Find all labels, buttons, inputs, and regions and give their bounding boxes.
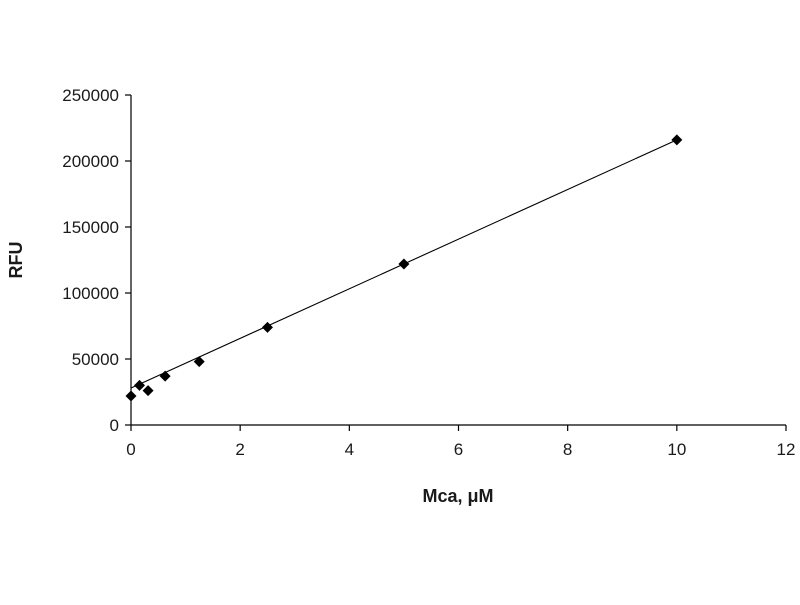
x-tick-label: 4 [345, 440, 354, 459]
x-tick-label: 12 [777, 440, 796, 459]
x-axis-title: Mca, μM [422, 486, 493, 506]
y-tick-label: 150000 [62, 218, 119, 237]
ticks: 0 50000 100000 150000 200000 250000 0 2 4 6 8 10 12 [62, 86, 795, 459]
y-tick-label: 100000 [62, 284, 119, 303]
x-tick-label: 8 [563, 440, 572, 459]
y-tick-label: 50000 [72, 350, 119, 369]
data-point [261, 321, 273, 333]
data-point [142, 385, 154, 397]
y-axis-title: RFU [6, 242, 26, 279]
data-point [193, 356, 205, 368]
y-tick-label: 200000 [62, 152, 119, 171]
data-point [125, 390, 137, 402]
y-tick-label: 250000 [62, 86, 119, 105]
data-point [671, 134, 683, 146]
axes [130, 95, 786, 426]
data-point [134, 379, 146, 391]
x-tick-label: 0 [126, 440, 135, 459]
data-points [125, 134, 683, 402]
data-point [159, 370, 171, 382]
x-tick-label: 2 [235, 440, 244, 459]
data-point [398, 258, 410, 270]
x-tick-label: 6 [454, 440, 463, 459]
y-tick-label: 0 [110, 416, 119, 435]
x-tick-label: 10 [667, 440, 686, 459]
